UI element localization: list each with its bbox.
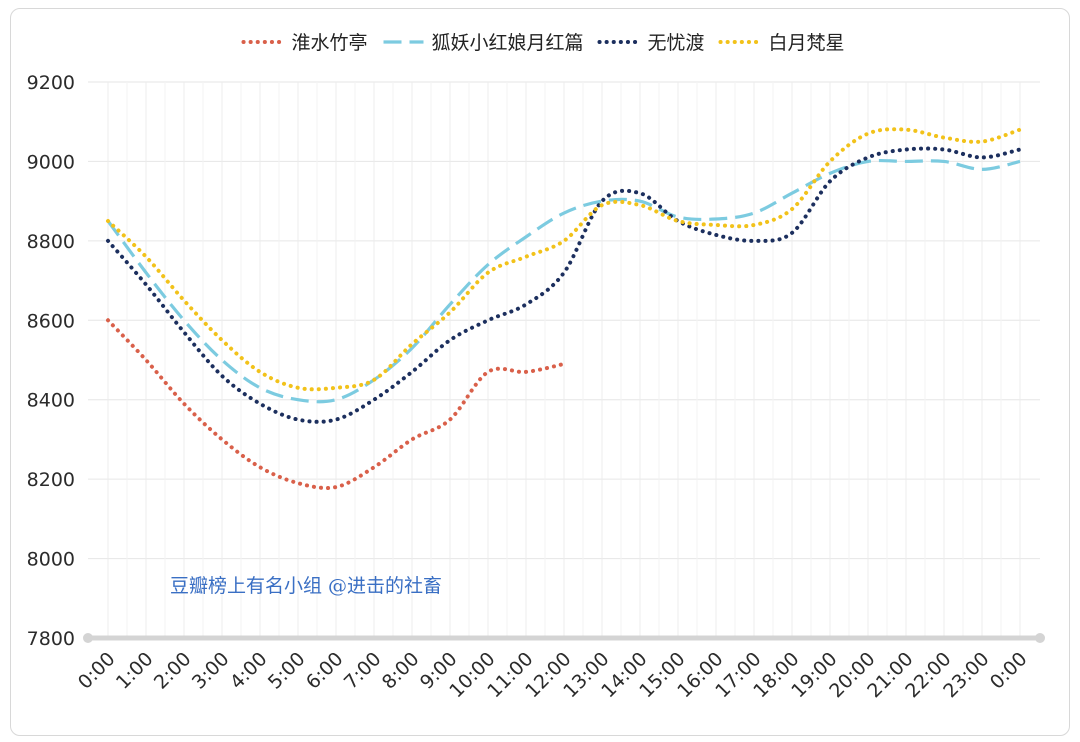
x-tick-label: 7:00 xyxy=(340,648,386,694)
y-tick-label: 9000 xyxy=(27,151,75,173)
axes: 780080008200840086008800900092000:001:00… xyxy=(27,72,1045,702)
x-tick-label: 4:00 xyxy=(226,648,272,694)
series-group xyxy=(106,127,1022,491)
legend-item-1[interactable]: 狐妖小红娘月红篇 xyxy=(383,32,584,54)
y-tick-label: 8000 xyxy=(27,549,75,571)
y-tick-label: 9200 xyxy=(27,72,75,94)
legend-item-3[interactable]: 白月梵星 xyxy=(718,32,845,54)
y-tick-label: 8400 xyxy=(27,390,75,412)
watermark-text: 豆瓣榜上有名小组 @进击的社畜 xyxy=(170,575,442,597)
x-tick-label: 0:00 xyxy=(986,648,1032,694)
legend[interactable]: 淮水竹亭 狐妖小红娘月红篇 无忧渡 白月梵星 xyxy=(241,32,845,54)
legend-item-0[interactable]: 淮水竹亭 xyxy=(241,32,368,54)
legend-item-2[interactable]: 无忧渡 xyxy=(597,32,705,54)
x-tick-label: 1:00 xyxy=(112,648,158,694)
x-tick-label: 0:00 xyxy=(74,648,120,694)
x-tick-label: 8:00 xyxy=(378,648,424,694)
legend-label: 无忧渡 xyxy=(648,32,705,54)
legend-label: 狐妖小红娘月红篇 xyxy=(432,32,584,54)
x-tick-label: 2:00 xyxy=(150,648,196,694)
y-tick-label: 8800 xyxy=(27,231,75,253)
x-tick-label: 6:00 xyxy=(302,648,348,694)
grid xyxy=(88,81,1040,638)
y-tick-label: 8600 xyxy=(27,310,75,332)
x-axis-end-right xyxy=(1035,633,1045,643)
series-line-2 xyxy=(106,146,1022,424)
legend-label: 淮水竹亭 xyxy=(292,32,368,54)
x-tick-label: 5:00 xyxy=(264,648,310,694)
y-tick-label: 7800 xyxy=(27,628,75,650)
y-tick-label: 8200 xyxy=(27,469,75,491)
legend-label: 白月梵星 xyxy=(769,32,845,54)
x-axis-end-left xyxy=(83,633,93,643)
x-tick-label: 3:00 xyxy=(188,648,234,694)
